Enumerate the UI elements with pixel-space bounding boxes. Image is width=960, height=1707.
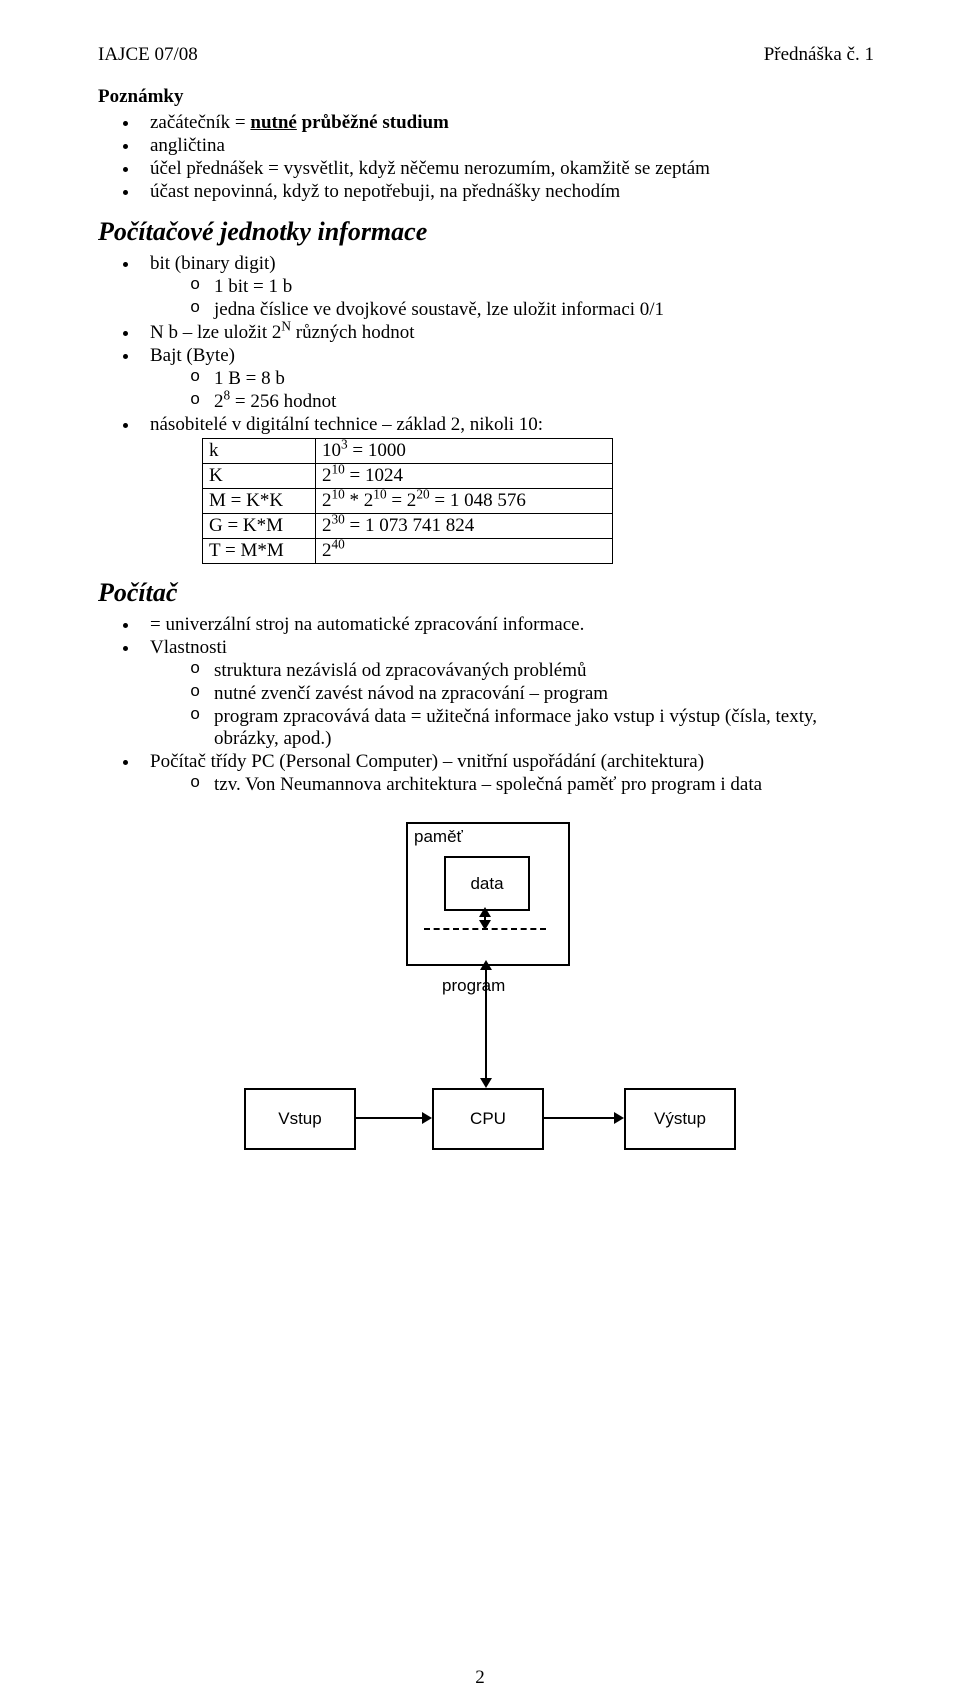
byte-item: Bajt (Byte) 1 B = 8 b28 = 256 hodnot (140, 345, 874, 413)
program-label: program (442, 976, 505, 996)
pc-line: Počítač třídy PC (Personal Computer) – v… (150, 751, 704, 772)
table-cell: K (203, 464, 316, 489)
bit-sublist: 1 bit = 1 bjedna číslice ve dvojkové sou… (190, 276, 874, 321)
table-row: G = K*M230 = 1 073 741 824 (203, 514, 613, 539)
arrow-vstup-cpu-line (354, 1117, 424, 1119)
nasobitele-label: násobitelé v digitální technice – základ… (150, 414, 543, 435)
table-cell: k (203, 439, 316, 464)
memory-label: paměť (414, 827, 463, 847)
univerzal-item: = univerzální stroj na automatické zprac… (140, 614, 874, 636)
vstup-box: Vstup (244, 1088, 356, 1150)
arrow-prog-cpu-up (480, 960, 492, 970)
table-cell: 210 * 210 = 220 = 1 048 576 (316, 489, 613, 514)
table-row: K210 = 1024 (203, 464, 613, 489)
vstup-label: Vstup (278, 1109, 321, 1129)
header-right: Přednáška č. 1 (764, 44, 874, 66)
jednotky-list: bit (binary digit) 1 bit = 1 bjedna čísl… (140, 253, 874, 564)
table-cell: 230 = 1 073 741 824 (316, 514, 613, 539)
data-label: data (470, 874, 503, 894)
table-row: M = K*K210 * 210 = 220 = 1 048 576 (203, 489, 613, 514)
list-item: nutné zvenčí zavést návod na zpracování … (190, 683, 874, 705)
list-item: 1 B = 8 b (190, 368, 874, 390)
list-item: účast nepovinná, když to nepotřebuji, na… (140, 181, 874, 203)
table-cell: 240 (316, 539, 613, 564)
arrow-data-up (479, 907, 491, 917)
vystup-label: Výstup (654, 1109, 706, 1129)
list-item: tzv. Von Neumannova architektura – spole… (190, 774, 874, 796)
pocitac-list: = univerzální stroj na automatické zprac… (140, 614, 874, 796)
vystup-box: Výstup (624, 1088, 736, 1150)
arrow-cpu-vystup-head (614, 1112, 624, 1124)
list-item: začátečník = nutné průběžné studium (140, 112, 874, 134)
pc-item: Počítač třídy PC (Personal Computer) – v… (140, 751, 874, 796)
table-cell: 103 = 1000 (316, 439, 613, 464)
page: IAJCE 07/08 Přednáška č. 1 Poznámky začá… (0, 0, 960, 1707)
nasobitele-item: násobitelé v digitální technice – základ… (140, 414, 874, 564)
arrow-prog-cpu-line (485, 964, 487, 1086)
header-left: IAJCE 07/08 (98, 44, 198, 66)
list-item: 28 = 256 hodnot (190, 391, 874, 413)
poznamky-list: začátečník = nutné průběžné studiumangli… (140, 112, 874, 203)
jednotky-title: Počítačové jednotky informace (98, 217, 874, 247)
byte-label: Bajt (Byte) (150, 345, 235, 366)
table-row: T = M*M240 (203, 539, 613, 564)
page-header: IAJCE 07/08 Přednáška č. 1 (98, 44, 874, 66)
table-row: k103 = 1000 (203, 439, 613, 464)
table-cell: M = K*K (203, 489, 316, 514)
table-cell: 210 = 1024 (316, 464, 613, 489)
nb-item: N b – lze uložit 2N různých hodnot (140, 322, 874, 344)
poznamky-title: Poznámky (98, 86, 874, 108)
table-cell: G = K*M (203, 514, 316, 539)
cpu-label: CPU (470, 1109, 506, 1129)
arrow-prog-cpu-down (480, 1078, 492, 1088)
list-item: jedna číslice ve dvojkové soustavě, lze … (190, 299, 874, 321)
byte-sublist: 1 B = 8 b28 = 256 hodnot (190, 368, 874, 413)
arrow-data-down (479, 920, 491, 930)
arrow-vstup-cpu-head (422, 1112, 432, 1124)
bit-label: bit (binary digit) (150, 253, 276, 274)
list-item: 1 bit = 1 b (190, 276, 874, 298)
vlast-item: Vlastnosti struktura nezávislá od zpraco… (140, 637, 874, 750)
vlast-label: Vlastnosti (150, 637, 227, 658)
cpu-box: CPU (432, 1088, 544, 1150)
pocitac-title: Počítač (98, 578, 874, 608)
list-item: struktura nezávislá od zpracovávaných pr… (190, 660, 874, 682)
list-item: program zpracovává data = užitečná infor… (190, 706, 874, 750)
arrow-cpu-vystup-line (542, 1117, 616, 1119)
list-item: účel přednášek = vysvětlit, když něčemu … (140, 158, 874, 180)
page-number: 2 (0, 1667, 960, 1689)
table-cell: T = M*M (203, 539, 316, 564)
pc-sublist: tzv. Von Neumannova architektura – spole… (190, 774, 874, 796)
vlast-sublist: struktura nezávislá od zpracovávaných pr… (190, 660, 874, 750)
data-box: data (444, 856, 530, 911)
units-table: k103 = 1000K210 = 1024M = K*K210 * 210 =… (202, 438, 613, 564)
bit-item: bit (binary digit) 1 bit = 1 bjedna čísl… (140, 253, 874, 321)
list-item: angličtina (140, 135, 874, 157)
von-neumann-diagram: paměť data program Vstup CPU Výstup (226, 808, 746, 1168)
